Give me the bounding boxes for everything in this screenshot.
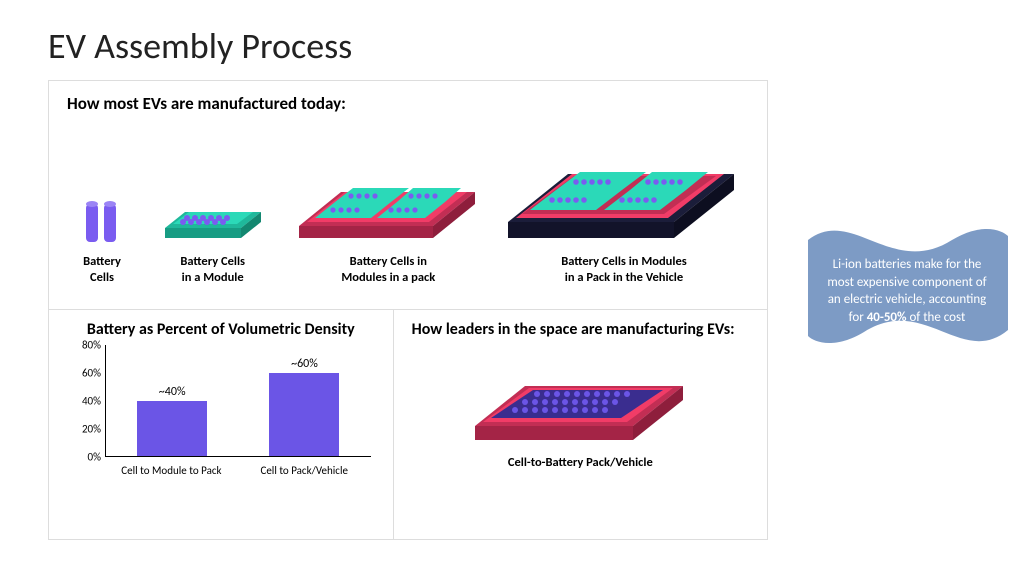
callout: Li-ion batteries make for the most expen…	[802, 200, 1012, 370]
stage-vehicle	[499, 130, 749, 250]
stage-label-3: Battery Cells in Modulesin a Pack in the…	[499, 254, 749, 285]
stage-label-1: Battery Cellsin a Module	[148, 254, 278, 285]
module-icon	[153, 180, 273, 250]
slide-title: EV Assembly Process	[48, 24, 976, 68]
assembly-stages	[67, 120, 749, 250]
ytick: 80%	[82, 339, 101, 352]
ytick: 0%	[88, 451, 101, 464]
chart-title: Battery as Percent of Volumetric Density	[67, 320, 375, 339]
x-category: Cell to Pack/Vehicle	[238, 464, 371, 477]
x-category: Cell to Module to Pack	[105, 464, 238, 477]
ytick: 40%	[82, 395, 101, 408]
main-panel: How most EVs are manufactured today:	[48, 80, 768, 540]
stage-module	[148, 180, 278, 250]
cell-to-pack-icon	[465, 350, 695, 450]
pack-icon	[293, 150, 483, 250]
bar-value-label: ~40%	[137, 385, 207, 399]
bar-value-label: ~60%	[269, 357, 339, 371]
top-panel: How most EVs are manufactured today:	[49, 81, 767, 310]
leaders-heading: How leaders in the space are manufacturi…	[412, 320, 749, 339]
ytick: 60%	[82, 367, 101, 380]
ytick: 20%	[82, 423, 101, 436]
bar: ~40%	[137, 401, 207, 457]
stage-label-0: BatteryCells	[67, 254, 137, 285]
bar: ~60%	[269, 373, 339, 456]
vehicle-pack-icon	[504, 130, 744, 250]
leaders-panel: How leaders in the space are manufacturi…	[394, 310, 767, 539]
stage-pack	[288, 150, 488, 250]
stage-cells	[67, 196, 137, 250]
bar-chart: 0%20%40%60%80% ~40%~60% Cell to Module t…	[67, 345, 375, 475]
top-heading: How most EVs are manufactured today:	[67, 93, 749, 114]
callout-text: Li-ion batteries make for the most expen…	[820, 256, 994, 326]
chart-panel: Battery as Percent of Volumetric Density…	[49, 310, 394, 539]
leaders-label: Cell-to-Battery Pack/Vehicle	[412, 455, 749, 471]
battery-cells-icon	[80, 196, 124, 250]
stage-label-2: Battery Cells inModules in a pack	[288, 254, 488, 285]
